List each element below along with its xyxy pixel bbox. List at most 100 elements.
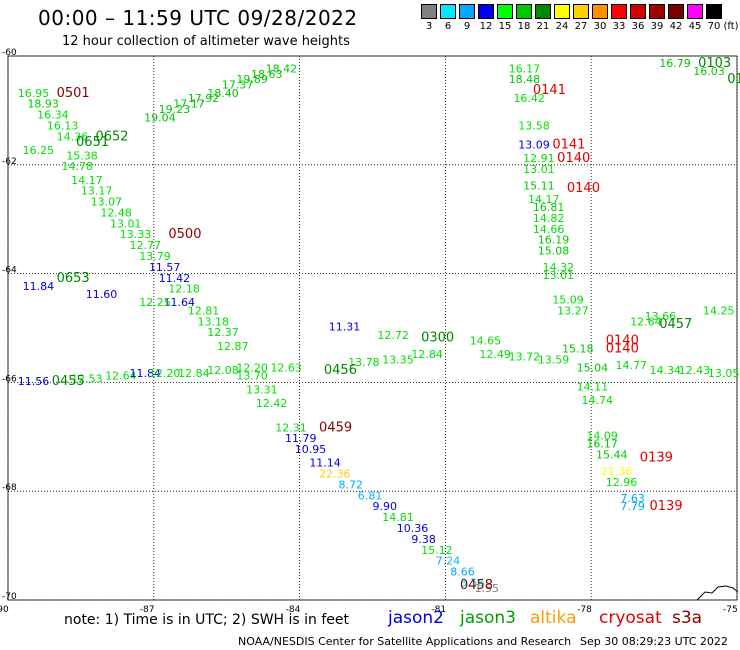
- legend-cryosat: cryosat: [599, 608, 662, 628]
- wave-height-value: 16.13: [47, 119, 79, 132]
- scale-label: 9: [463, 21, 471, 32]
- latitude-tick-label: -70: [2, 592, 17, 602]
- wave-height-value: 15.09: [552, 294, 584, 307]
- wave-height-value: 12.08: [207, 364, 239, 377]
- scale-label: 18: [517, 21, 531, 32]
- wave-height-value: 12.25: [139, 296, 171, 309]
- wave-height-value: 16.79: [659, 57, 691, 70]
- wave-height-value: 1.55: [475, 582, 500, 595]
- scale-swatch: [687, 4, 703, 19]
- wave-height-value: 13.70: [236, 370, 267, 383]
- scale-swatch: [611, 4, 627, 19]
- wave-height-value: 11.31: [329, 321, 361, 334]
- wave-height-value: 11.57: [149, 261, 181, 274]
- wave-height-value: 7.63: [620, 492, 645, 505]
- wave-height-value: 13.31: [246, 383, 278, 396]
- track-time-label: 0103: [698, 56, 731, 71]
- track-time-label: 0458: [460, 578, 493, 593]
- wave-height-value: 14.36: [57, 130, 89, 143]
- wave-height-value: 15.04: [577, 362, 609, 375]
- legend-s3a: s3a: [672, 608, 703, 628]
- scale-label: 42: [669, 21, 683, 32]
- scale-label: 70: [707, 21, 721, 32]
- track-time-label: 0141: [552, 137, 585, 152]
- wave-height-value: 14.25: [703, 304, 735, 317]
- wave-height-value: 17.17: [173, 98, 205, 111]
- wave-height-value: 16.17: [509, 62, 540, 75]
- wave-height-value: 12.63: [270, 362, 302, 375]
- wave-height-value: 16.34: [37, 109, 69, 122]
- scale-swatch: [592, 4, 608, 19]
- wave-height-value: 13.79: [139, 250, 171, 263]
- scale-swatch: [706, 4, 722, 19]
- wave-height-value: 16.25: [23, 144, 55, 157]
- wave-height-value: 10.95: [295, 443, 327, 456]
- wave-height-value: 12.64: [105, 370, 137, 383]
- track-time-label: 0457: [659, 317, 692, 332]
- wave-height-value: 15.12: [421, 544, 453, 557]
- legend-jason2: jason2: [388, 608, 444, 628]
- latitude-tick-label: -62: [2, 157, 17, 167]
- track-time-label: 010: [727, 72, 740, 87]
- wave-height-value: 13.72: [509, 351, 540, 364]
- track-time-label: 0501: [57, 86, 90, 101]
- wave-height-value: 14.17: [71, 174, 103, 187]
- scale-swatch: [516, 4, 532, 19]
- wave-height-value: 12.81: [188, 304, 220, 317]
- wave-height-value: 12.87: [217, 340, 249, 353]
- wave-height-value: 12.84: [178, 367, 210, 380]
- wave-height-value: 7.79: [620, 500, 645, 513]
- wave-height-value: 13.01: [543, 269, 575, 282]
- longitude-tick-label: -90: [0, 605, 9, 615]
- scale-unit: (ft): [723, 21, 739, 32]
- track-time-label: 0652: [95, 129, 128, 144]
- wave-height-value: 15.18: [562, 342, 594, 355]
- wave-height-value: 12.20: [149, 367, 181, 380]
- wave-height-value: 17.37: [222, 79, 254, 92]
- wave-height-value: 11.84: [130, 367, 162, 380]
- wave-height-value: 13.01: [110, 217, 142, 230]
- wave-height-value: 18.40: [207, 87, 239, 100]
- wave-height-value: 12.43: [679, 364, 711, 377]
- scale-label: 12: [479, 21, 493, 32]
- scale-label: 15: [498, 21, 512, 32]
- wave-height-value: 13.78: [348, 356, 380, 369]
- wave-height-value: 14.74: [581, 394, 613, 407]
- wave-height-value: 13.27: [557, 304, 589, 317]
- wave-height-value: 15.44: [596, 449, 628, 462]
- wave-height-value: 11.14: [309, 457, 341, 470]
- scale-swatch: [668, 4, 684, 19]
- map-frame: [7, 55, 738, 601]
- latitude-tick-label: -60: [2, 48, 17, 58]
- wave-height-value: 13.01: [523, 163, 555, 176]
- wave-height-value: 12.96: [606, 476, 638, 489]
- wave-height-value: 15.38: [66, 149, 98, 162]
- wave-height-value: 16.17: [586, 438, 618, 451]
- wave-height-value: 11.42: [159, 272, 191, 285]
- legend-altika: altika: [530, 608, 577, 628]
- wave-height-value: 14.77: [616, 359, 648, 372]
- wave-height-value: 14.82: [533, 212, 565, 225]
- wave-height-value: 8.66: [450, 566, 475, 579]
- wave-height-value: 12.42: [256, 397, 287, 410]
- page-subtitle: 12 hour collection of altimeter wave hei…: [62, 34, 350, 49]
- track-time-label: 0455: [52, 374, 85, 389]
- wave-height-value: 7.24: [436, 555, 461, 568]
- wave-height-value: 14.11: [577, 381, 609, 394]
- track-time-label: 0140: [606, 341, 639, 356]
- wave-height-value: 12.18: [168, 283, 200, 296]
- wave-height-value: 13.09: [518, 138, 550, 151]
- wave-height-value: 14.32: [543, 261, 575, 274]
- wave-height-value: 10.36: [397, 522, 429, 535]
- wave-height-value: 13.07: [91, 196, 123, 209]
- wave-height-value: 12.77: [130, 239, 162, 252]
- longitude-tick-label: -78: [577, 605, 592, 615]
- wave-height-value: 21.36: [601, 465, 633, 478]
- longitude-tick-label: -81: [431, 605, 446, 615]
- wave-height-value: 16.95: [18, 87, 50, 100]
- wave-height-value: 12.31: [275, 421, 307, 434]
- wave-height-value: 19.04: [144, 111, 176, 124]
- wave-height-value: 13.33: [120, 228, 152, 241]
